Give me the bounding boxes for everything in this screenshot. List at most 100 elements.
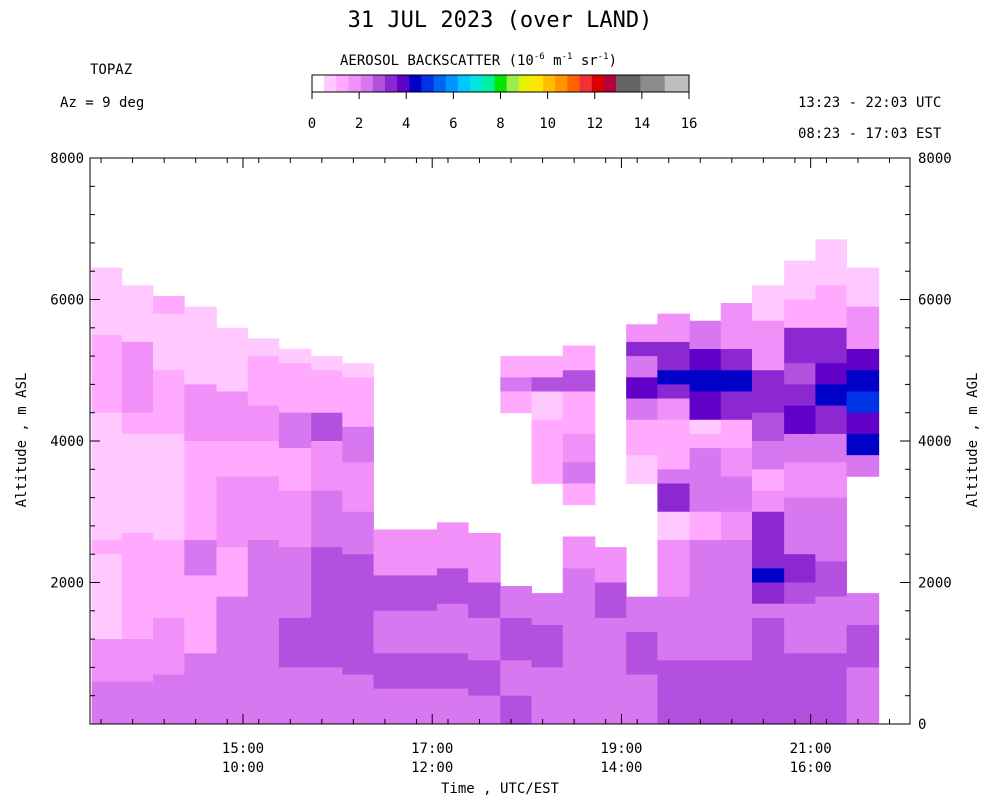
heatmap-cell [91,278,123,336]
heatmap-cell [689,476,722,513]
heatmap-cell [846,391,880,414]
utc-time-range: 13:23 - 22:03 UTC [798,95,942,111]
heatmap-cell [184,327,217,385]
colorbar-swatch [433,75,447,92]
y-axis-label-left: Altitude , m ASL [14,373,30,508]
y-tick-label-left: 2000 [50,576,84,592]
heatmap-cell [815,433,848,463]
heatmap-cell [657,540,690,598]
heatmap-cell [784,384,816,407]
colorbar-swatch [518,75,532,92]
heatmap-cell [373,653,407,690]
heatmap-cell [405,610,438,654]
heatmap-cell [121,341,154,414]
heatmap-cell [815,285,848,329]
heatmap-cell [751,320,785,371]
heatmap-cell [846,667,880,725]
heatmap-cell [311,617,343,668]
heatmap-cell [278,667,312,725]
heatmap-cell [720,660,753,725]
heatmap-cell [846,370,880,392]
heatmap-cell [531,356,564,378]
heatmap-cell [594,617,627,668]
colorbar-swatch [336,75,349,92]
heatmap-cell [720,391,753,421]
heatmap-cell [815,384,848,407]
colorbar-swatch [409,75,422,92]
heatmap-cell [720,476,753,513]
heatmap-cell [562,345,596,371]
heatmap-cell [373,529,407,576]
heatmap-cell [311,490,343,548]
heatmap-cell [784,363,816,385]
heatmap-cell [657,483,690,513]
colorbar-swatch [482,75,495,92]
heatmap-cell [153,433,185,541]
heatmap-cell [815,462,848,498]
heatmap-cell [373,575,407,612]
y-axis-label-right: Altitude , m AGL [965,373,981,508]
heatmap-cell [468,532,501,583]
colorbar: 0 2 4 6 8 10 12 14 16 [308,74,697,132]
heatmap-cell [342,554,374,619]
heatmap-cell [689,596,722,661]
heatmap-cell [594,582,627,619]
colorbar-tick-label: 2 [355,116,363,132]
heatmap-cell [153,370,185,435]
heatmap-cell [342,674,374,725]
colorbar-swatch [530,75,544,92]
heatmap-cell [784,260,816,300]
heatmap-cell [531,667,564,725]
heatmap-cell [278,412,312,449]
colorbar-title: AEROSOL BACKSCATTER (10-6 m-1 sr-1) [340,52,617,69]
y-tick-label-right: 0 [918,717,926,733]
chart-title: 31 JUL 2023 (over LAND) [347,8,653,33]
heatmap-cell [216,327,249,343]
x-tick-label-utc: 17:00 [411,741,453,757]
heatmap-cell [815,596,848,654]
heatmap-cell [500,617,532,661]
heatmap-cell [626,341,658,357]
heatmap-cell [751,370,785,392]
heatmap-cell [784,653,816,725]
heatmap-cell [720,419,753,449]
y-tick-label-left: 4000 [50,434,84,450]
x-axis-label: Time , UTC/EST [441,781,560,797]
heatmap-cell [121,433,154,534]
heatmap-cell [689,391,722,421]
heatmap-cell [784,603,816,654]
colorbar-swatch [664,75,678,92]
heatmap-cell [342,377,374,428]
heatmap-cell [405,575,438,612]
x-tick-label-est: 14:00 [600,760,642,776]
heatmap-cell [562,660,596,725]
heatmap-cell [657,313,690,343]
heatmap-cell [405,653,438,690]
x-tick-label-utc: 21:00 [790,741,832,757]
heatmap-cell [751,617,785,668]
heatmap-cell [153,295,185,315]
heatmap-cell [531,624,564,668]
colorbar-swatch [372,75,386,92]
heatmap-cell [846,306,880,350]
colorbar-tick-label: 10 [539,116,556,132]
heatmap-cell [626,324,658,343]
heatmap-cell [468,695,501,725]
heatmap-cell [846,455,880,477]
heatmap-cell [311,667,343,725]
heatmap-cell [121,532,154,640]
heatmap-cell [626,356,658,378]
heatmap-cell [846,412,880,435]
colorbar-swatch [676,75,690,92]
heatmap-cell [91,554,123,640]
heatmap-cell [436,568,469,605]
colorbar-swatch [457,75,471,92]
y-tick-label-left: 6000 [50,293,84,309]
heatmap-cell [531,593,564,626]
backscatter-heatmap [91,239,880,725]
heatmap-cell [562,610,596,661]
heatmap-cell [184,540,217,576]
colorbar-swatch [397,75,410,92]
heatmap-cell [216,596,249,661]
